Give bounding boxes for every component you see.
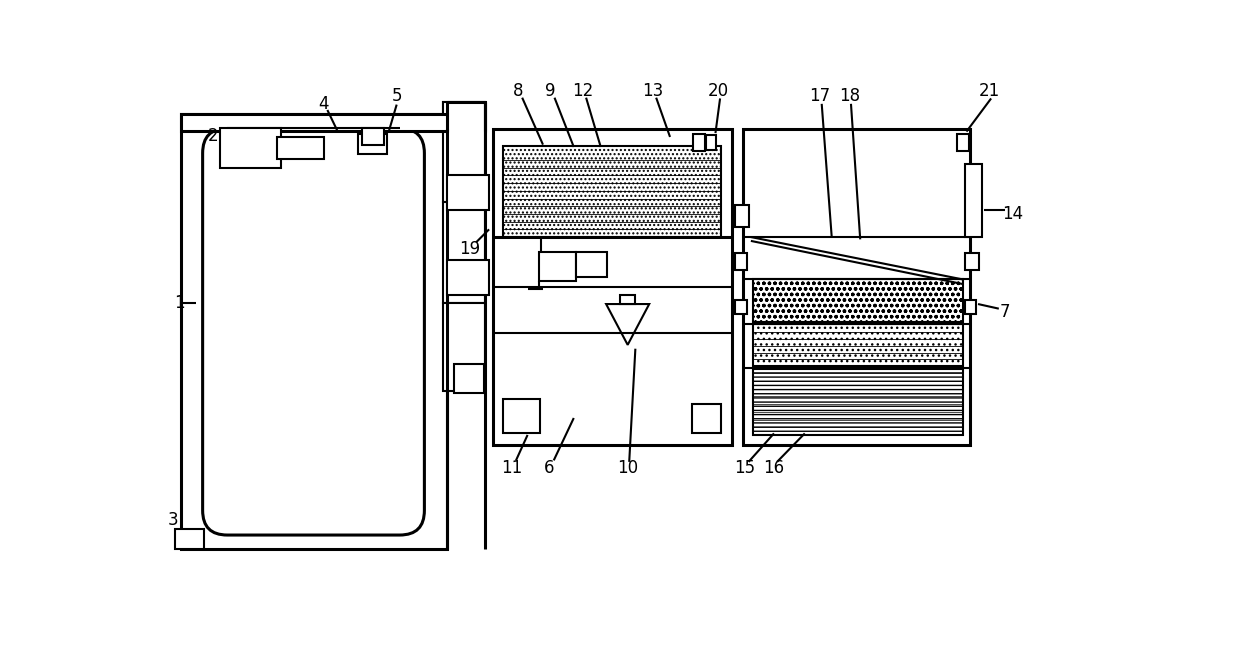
Bar [442,203,486,302]
Bar [447,176,489,210]
Bar [965,300,976,314]
Text: 7: 7 [1000,303,1010,321]
Bar [691,404,721,434]
Bar [442,302,486,391]
Text: 17: 17 [809,87,830,105]
Bar [753,370,963,435]
Text: 14: 14 [1002,205,1023,223]
Text: 20: 20 [707,82,729,100]
Bar [175,529,204,549]
FancyBboxPatch shape [203,129,425,535]
Text: 3: 3 [169,511,178,529]
Text: 19: 19 [460,240,481,257]
Text: 11: 11 [502,459,523,477]
Bar [693,134,705,151]
Bar [965,253,979,270]
Text: 16: 16 [763,459,784,477]
Bar [576,253,607,277]
Text: 1: 1 [175,294,185,312]
Bar [965,164,981,237]
Text: 10: 10 [617,459,638,477]
Text: 12: 12 [572,82,593,100]
Bar [442,102,486,131]
Bar [736,205,750,227]
Bar [958,134,969,151]
Bar [278,137,323,158]
Bar [503,147,721,237]
Bar [753,279,963,322]
Text: 2: 2 [208,127,219,145]
Text: 5: 5 [392,87,401,105]
Bar [493,129,731,445]
Bar [503,399,540,434]
Text: 4: 4 [318,95,328,113]
Text: 6: 6 [544,459,554,477]
Text: 9: 9 [545,82,556,100]
Bar [753,324,963,366]
Text: 21: 21 [979,82,1000,100]
Bar [181,114,447,549]
Bar [442,102,486,203]
Bar [706,135,716,150]
Text: 18: 18 [839,87,860,105]
Bar [620,295,636,304]
Text: 13: 13 [643,82,664,100]
Bar [539,251,576,281]
Bar [743,129,970,445]
Bar [455,364,483,393]
Text: 8: 8 [513,82,524,100]
Text: 15: 15 [735,459,756,477]
Bar [736,300,747,314]
Bar [358,134,388,154]
Bar [447,260,489,295]
Bar [181,114,447,131]
Bar [736,253,747,270]
Bar [219,128,281,168]
Bar [362,128,384,145]
